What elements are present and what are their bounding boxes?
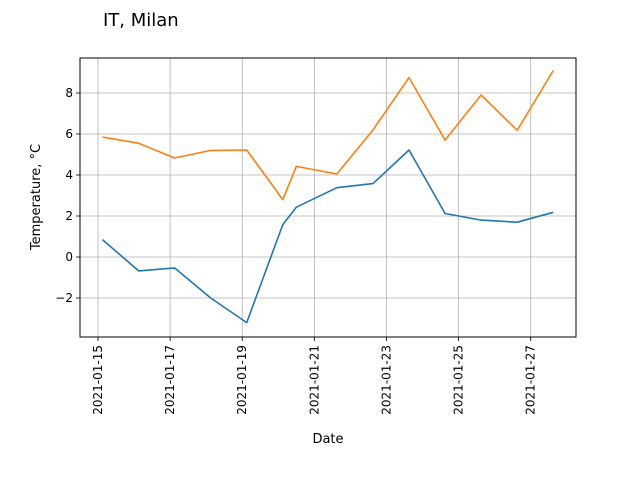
y-tick-label: 4 xyxy=(65,168,73,182)
x-tick-label: 2021-01-19 xyxy=(235,345,249,415)
series-lines xyxy=(101,70,554,324)
y-tick-label: 0 xyxy=(65,250,73,264)
plot-frame xyxy=(79,57,577,338)
y-axis-label: Temperature, °C xyxy=(29,144,44,251)
x-tick-label: 2021-01-27 xyxy=(524,345,538,415)
x-axis-label: Date xyxy=(312,432,343,447)
series-line-1 xyxy=(101,149,554,324)
x-tick-label: 2021-01-23 xyxy=(379,345,393,415)
chart-title: IT, Milan xyxy=(103,10,179,31)
grid xyxy=(80,58,576,337)
y-tick-label: 6 xyxy=(65,127,73,141)
x-tick-label: 2021-01-17 xyxy=(163,345,177,415)
x-tick-label: 2021-01-25 xyxy=(452,345,466,415)
x-axis: 2021-01-15 2021-01-17 2021-01-19 2021-01-21… xyxy=(91,337,538,415)
series-line-2 xyxy=(102,70,554,201)
y-tick-label: 2 xyxy=(65,209,73,223)
x-tick-label: 2021-01-15 xyxy=(91,345,105,415)
y-tick-label: −2 xyxy=(55,291,73,305)
y-axis: −2 0 2 4 6 8 xyxy=(55,86,80,305)
y-tick-label: 8 xyxy=(65,86,73,100)
x-tick-label: 2021-01-21 xyxy=(307,345,321,415)
